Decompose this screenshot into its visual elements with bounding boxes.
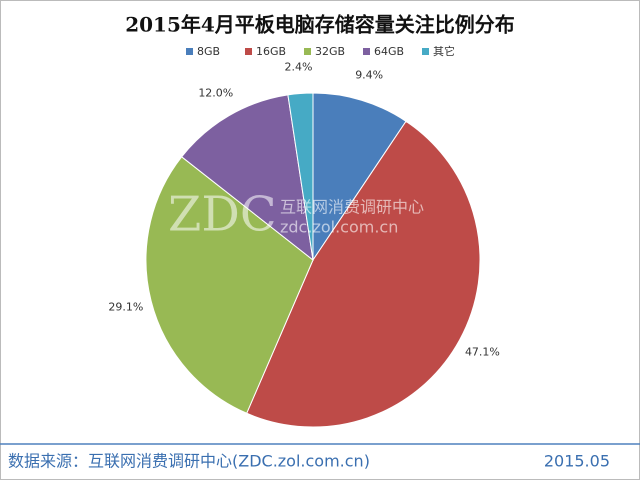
watermark: zdc.zol.com.cn [280, 218, 398, 237]
legend-swatch [363, 48, 370, 55]
pie-slice [145, 156, 314, 414]
legend-label: 32GB [315, 45, 345, 58]
chart-title: 2015年4月平板电脑存储容量关注比例分布 [125, 13, 515, 37]
pie-slice [287, 92, 314, 261]
date: 2015.05 [544, 452, 610, 471]
pie-slice [312, 92, 407, 262]
legend-label: 16GB [256, 45, 286, 58]
source: 数据来源：互联网消费调研中心(ZDC.zol.com.cn) [8, 452, 370, 471]
legend-label: 64GB [374, 45, 404, 58]
data-label: 12.0% [198, 86, 233, 99]
watermark: ZDC [168, 187, 277, 243]
data-label: 47.1% [465, 345, 500, 358]
legend-swatch [304, 48, 311, 55]
data-label: 2.4% [284, 61, 312, 74]
data-label: 29.1% [108, 300, 143, 313]
watermark: 互联网消费调研中心 [280, 198, 424, 217]
pie-slice [180, 94, 314, 262]
data-label: 9.4% [355, 68, 383, 81]
pie-slice [246, 120, 481, 428]
legend-label: 其它 [433, 44, 455, 58]
legend-label: 8GB [197, 45, 220, 58]
legend-swatch [186, 48, 193, 55]
legend-swatch [245, 48, 252, 55]
legend-swatch [422, 48, 429, 55]
